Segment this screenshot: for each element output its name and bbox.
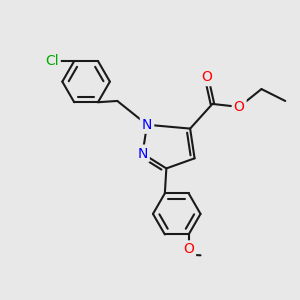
Text: N: N <box>142 118 152 132</box>
Text: O: O <box>183 242 194 256</box>
Text: Cl: Cl <box>45 54 59 68</box>
Text: N: N <box>137 147 148 160</box>
Text: O: O <box>234 100 244 114</box>
Text: O: O <box>201 70 212 84</box>
